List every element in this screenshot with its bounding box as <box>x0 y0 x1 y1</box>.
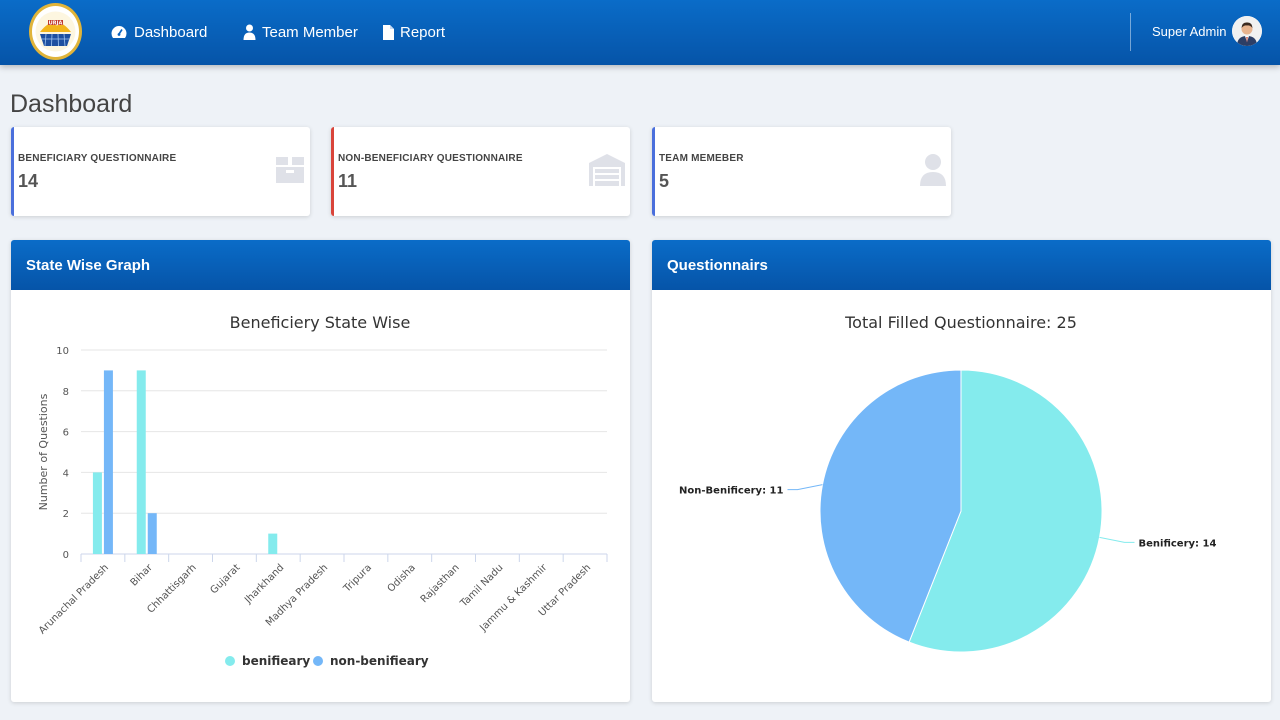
avatar-icon <box>1232 16 1262 46</box>
panel-state-wise-graph: State Wise Graph Beneficiery State Wise 0… <box>11 240 630 702</box>
x-tick-label: Jharkhand <box>242 562 286 606</box>
card-accent <box>652 127 655 216</box>
chart-title: Beneficiery State Wise <box>230 313 411 332</box>
x-tick-label: Rajasthan <box>419 562 462 605</box>
user-name[interactable]: Super Admin <box>1152 24 1227 39</box>
panel-questionnairs: Questionnairs Total Filled Questionnaire… <box>652 240 1271 702</box>
urja-logo[interactable]: URJA <box>29 3 82 60</box>
chart-title: Total Filled Questionnaire: 25 <box>844 313 1077 332</box>
warehouse-icon <box>589 154 625 186</box>
x-tick-label: Odisha <box>386 562 418 594</box>
stat-card-non-beneficiary[interactable]: NON-BENEFICIARY QUESTIONNAIRE 11 <box>331 127 630 216</box>
legend-marker <box>313 656 323 666</box>
bar-benifieary <box>92 472 102 554</box>
page-title: Dashboard <box>10 90 133 118</box>
file-icon <box>383 24 394 40</box>
nav-report[interactable]: Report <box>383 22 445 42</box>
y-tick-label: 8 <box>63 387 69 398</box>
x-tick-label: Tripura <box>341 562 374 595</box>
y-tick-label: 6 <box>63 428 69 439</box>
bar-non-benifieary <box>147 513 157 554</box>
user-avatar[interactable] <box>1232 16 1262 46</box>
stat-value: 11 <box>338 171 358 191</box>
x-tick-label: Bihar <box>129 562 156 589</box>
bar-non-benifieary <box>103 370 113 554</box>
pie-slice <box>819 369 962 643</box>
card-accent <box>11 127 14 216</box>
solar-panel-logo-icon: URJA <box>35 11 76 52</box>
stat-label: BENEFICIARY QUESTIONNAIRE <box>18 153 177 164</box>
nav-dashboard-label: Dashboard <box>134 23 208 41</box>
legend-label: benifieary <box>242 654 310 668</box>
bar-benifieary <box>136 370 146 554</box>
y-tick-label: 4 <box>63 468 69 479</box>
bar-benifieary <box>268 533 278 554</box>
y-tick-label: 0 <box>63 550 69 561</box>
nav-divider <box>1130 13 1131 51</box>
nav-report-label: Report <box>400 23 446 41</box>
stat-card-beneficiary[interactable]: BENEFICIARY QUESTIONNAIRE 14 <box>11 127 310 216</box>
legend-marker <box>225 656 235 666</box>
y-axis-title: Number of Questions <box>37 393 50 510</box>
x-tick-label: Gujarat <box>208 562 242 596</box>
panel-header: Questionnairs <box>652 240 1271 290</box>
nav-dashboard[interactable]: Dashboard <box>110 22 207 42</box>
stat-card-team-member[interactable]: TEAM MEMEBER 5 <box>652 127 951 216</box>
bar-chart: Beneficiery State Wise 0 2 4 6 8 10 Number of Q… <box>37 313 608 668</box>
pie-label: Non-Benificery: 11 <box>679 486 783 497</box>
pie-label: Benificery: 14 <box>1139 538 1217 549</box>
user-icon <box>920 154 946 186</box>
pie-slice <box>908 369 1103 653</box>
nav-team-member[interactable]: Team Member <box>243 22 358 42</box>
stat-value: 14 <box>18 171 39 191</box>
top-navbar: URJA Dashboard Team Member Report Super … <box>0 0 1280 65</box>
pie-connector <box>787 484 823 491</box>
stat-value: 5 <box>659 171 670 191</box>
pie-connector <box>1099 536 1135 543</box>
legend-label: non-benifieary <box>330 654 429 668</box>
user-icon <box>243 24 256 40</box>
y-tick-label: 10 <box>56 346 69 357</box>
y-tick-label: 2 <box>63 509 69 520</box>
box-icon <box>276 157 304 183</box>
x-tick-label: Tamil Nadu <box>458 562 506 610</box>
stat-label: NON-BENEFICIARY QUESTIONNAIRE <box>338 153 523 164</box>
logo-text: URJA <box>49 21 63 27</box>
pie-chart: Total Filled Questionnaire: 25 Benificery… <box>679 313 1217 653</box>
nav-team-member-label: Team Member <box>262 23 358 41</box>
panel-header: State Wise Graph <box>11 240 630 290</box>
tachometer-icon <box>111 26 127 38</box>
card-accent <box>331 127 334 216</box>
x-tick-label: Arunachal Pradesh <box>37 562 111 636</box>
stat-label: TEAM MEMEBER <box>659 153 744 164</box>
